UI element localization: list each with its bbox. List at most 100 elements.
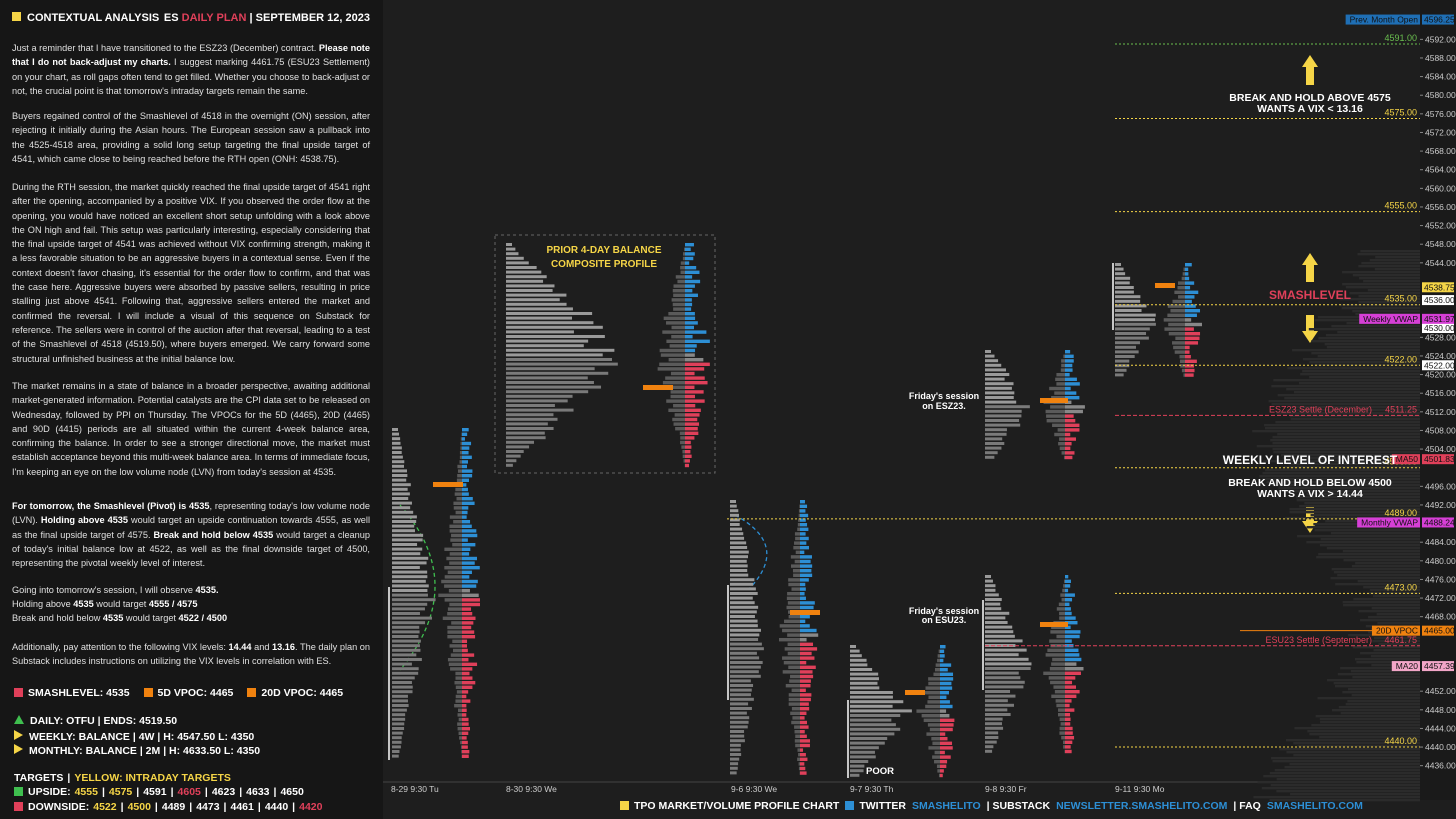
y-tick-label: 4508.00: [1425, 425, 1456, 435]
volume-bar: [1353, 598, 1420, 601]
volume-bar: [685, 247, 691, 251]
volume-bar: [1271, 757, 1420, 760]
volume-bar: [800, 619, 806, 623]
header-square: [12, 12, 21, 21]
volume-bar: [1185, 267, 1189, 271]
tpo-bar: [682, 256, 685, 261]
text: Additionally, pay attention to the follo…: [12, 642, 229, 652]
volume-bar: [1377, 622, 1420, 625]
volume-bar: [1293, 754, 1420, 757]
target: 4473: [196, 800, 220, 813]
volume-bar: [1065, 690, 1080, 694]
y-tick-label: 4548.00: [1425, 239, 1456, 249]
volume-bar: [1356, 661, 1420, 664]
tpo-bar: [1059, 446, 1065, 450]
volume-bar: [1263, 460, 1420, 463]
volume-bar: [1065, 713, 1071, 717]
volume-bar: [1185, 304, 1196, 308]
target: 4575: [108, 786, 133, 798]
tpo-letters: [985, 726, 1004, 730]
tpo-letters: [985, 621, 1008, 624]
poc: [905, 690, 925, 695]
tpo-letters: [506, 353, 603, 357]
tpo-bar: [450, 538, 462, 542]
level-label: 4522.00: [1384, 354, 1417, 364]
tpo-bar: [779, 624, 800, 628]
tpo-bar: [1047, 648, 1065, 652]
volume-bar: [462, 616, 476, 620]
volume-bar: [1337, 331, 1420, 334]
level-label: 4555.00: [1384, 201, 1417, 211]
text: Buyers regained control of the Smashleve…: [12, 111, 370, 164]
tpo-letters: [730, 688, 752, 692]
tpo-letters: [506, 436, 546, 440]
tpo-letters: [985, 598, 1002, 601]
tpo-bar: [794, 739, 800, 743]
tpo-letters: [850, 686, 880, 690]
volume-bar: [940, 709, 947, 713]
volume-bar: [1185, 276, 1190, 281]
volume-bar: [1065, 685, 1076, 689]
volume-bar: [1272, 448, 1420, 451]
tpo-letters: [985, 428, 1007, 432]
tpo-letters: [392, 566, 420, 569]
tpo-bar: [1054, 432, 1065, 437]
volume-bar: [1065, 625, 1071, 629]
tpo-letters: [506, 417, 558, 421]
tpo-letters: [506, 335, 605, 338]
tpo-bar: [935, 663, 940, 667]
volume-bar: [1297, 745, 1420, 748]
tpo-letters: [506, 316, 573, 320]
tpo-letters: [1115, 313, 1156, 317]
tpo-letters: [392, 437, 401, 441]
tpo-bar: [928, 677, 940, 681]
tpo-bar: [1056, 382, 1065, 386]
volume-bar: [1065, 428, 1080, 432]
tpo-bar: [458, 717, 462, 722]
volume-bar: [1283, 490, 1420, 493]
price-tag-label: 4488.24: [1424, 517, 1455, 527]
volume-bar: [462, 478, 470, 482]
tpo-bar: [453, 506, 462, 510]
tpo-bar: [1050, 630, 1065, 634]
y-tick-label: 4560.00: [1425, 183, 1456, 193]
volume-bar: [462, 437, 465, 441]
tpo-bar: [455, 685, 462, 689]
volume-bar: [1333, 571, 1420, 574]
volume-bar: [462, 621, 474, 625]
tpo-bar: [1056, 373, 1065, 377]
level-label: 4440.00: [1384, 736, 1417, 746]
tpo-bar: [674, 413, 685, 417]
tpo-bar: [460, 740, 462, 745]
volume-bar: [1358, 265, 1420, 268]
sep: |: [154, 800, 158, 813]
y-tick-label: 4444.00: [1425, 723, 1456, 733]
tpo-letters: [506, 404, 555, 407]
tpo-bar: [671, 335, 685, 339]
volume-bar: [462, 639, 468, 643]
tpo-letters: [985, 680, 1025, 684]
tpo-bar: [788, 582, 800, 587]
tpo-bar: [1050, 680, 1065, 685]
target-row: DOWNSIDE: 4522 | 4500 | 4489 | 4473 | 4461 | 4440 | 4…: [14, 801, 322, 813]
volume-bar: [1272, 760, 1420, 763]
volume-bar: [800, 596, 806, 600]
poc: [643, 385, 673, 390]
tpo-letters: [506, 261, 529, 265]
volume-bar: [1369, 259, 1420, 262]
tpo-bar: [792, 569, 800, 573]
tpo-letters: [730, 739, 745, 743]
y-tick-label: 4552.00: [1425, 221, 1456, 231]
tpo-bar: [1058, 708, 1065, 712]
tpo-bar: [1058, 602, 1065, 606]
level-item: 20D VPOC: 4465: [247, 687, 343, 699]
volume-bar: [940, 741, 953, 745]
tpo-bar: [449, 561, 462, 565]
tpo-letters: [730, 633, 760, 637]
volume-bar: [1378, 643, 1420, 646]
tpo-letters: [392, 708, 407, 712]
text: 4555 / 4575: [148, 599, 198, 609]
tpo-bar: [666, 321, 685, 325]
tpo-letters: [850, 755, 876, 759]
tpo-bar: [457, 713, 462, 717]
